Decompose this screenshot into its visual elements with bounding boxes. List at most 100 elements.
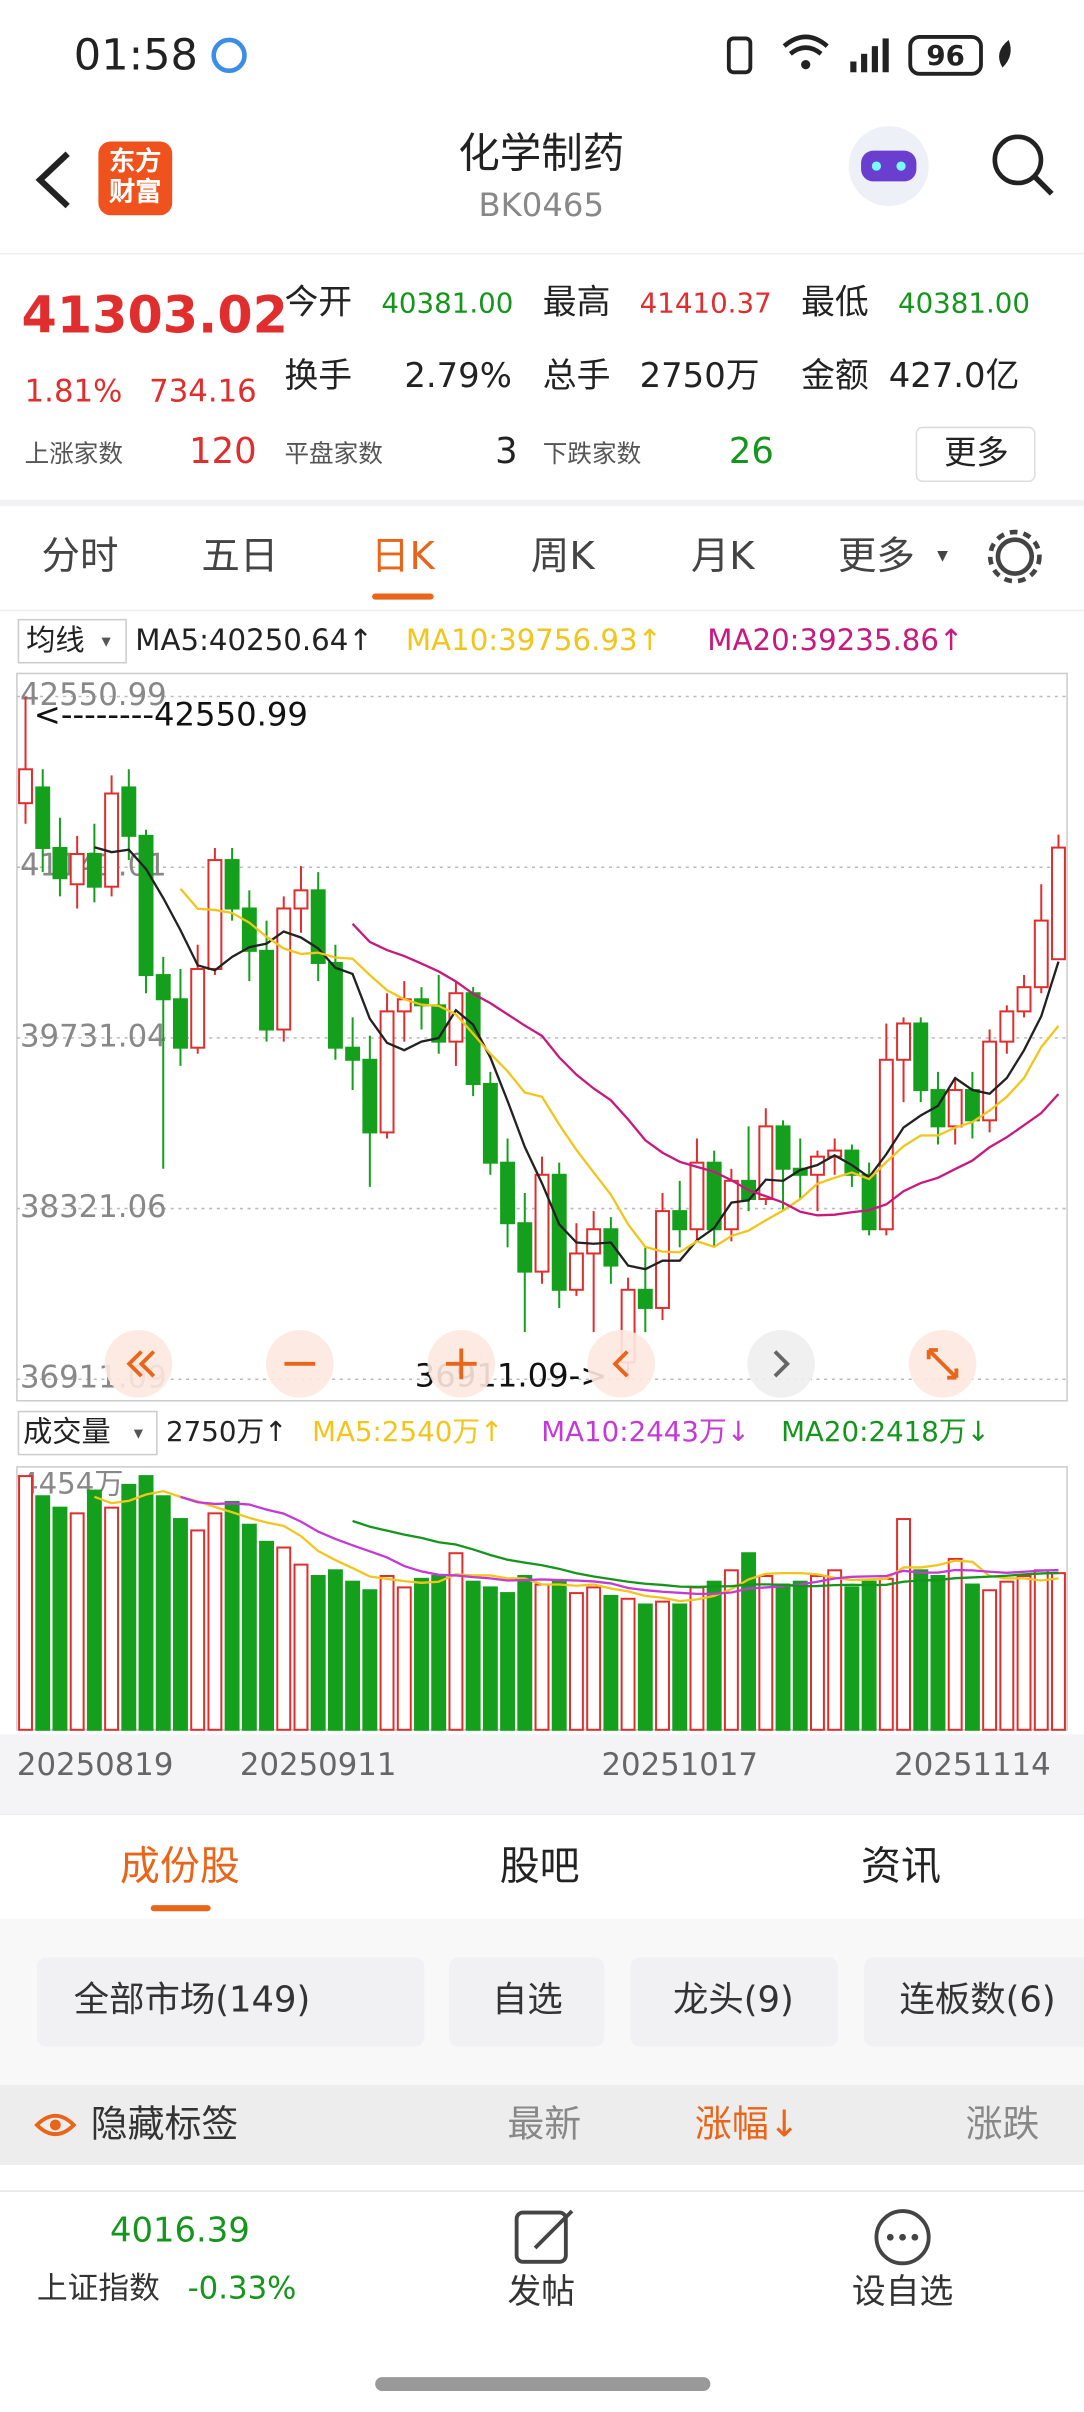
volume-bar [396, 1586, 412, 1731]
filter-chip[interactable] [448, 1957, 605, 2047]
dropdown-caret: ▾ [133, 1421, 144, 1444]
breadth-label: 平盘家数 [284, 438, 383, 469]
vol-legend-item: 2750万↑ [166, 1416, 288, 1449]
volume-bar [345, 1580, 361, 1731]
signal-icon [850, 38, 889, 73]
tab[interactable]: 分时 [41, 533, 119, 579]
home-indicator [375, 2377, 711, 2391]
filter-chip[interactable] [36, 1957, 425, 2047]
candle-body [379, 1010, 395, 1134]
field-label: 总手 [542, 357, 611, 397]
status-time: 01:58 [73, 29, 198, 81]
post-label[interactable]: 发帖 [507, 2273, 576, 2313]
volume-bar [173, 1518, 188, 1731]
candle-body [190, 968, 206, 1049]
volume-bar [551, 1580, 567, 1731]
volume-bar [999, 1580, 1015, 1731]
settings-icon[interactable] [995, 537, 1035, 576]
candle-body [964, 1089, 980, 1122]
candle-body [517, 1222, 533, 1273]
search-icon[interactable] [992, 134, 1044, 186]
candle-body [362, 1058, 378, 1134]
tab[interactable]: 周K [530, 533, 595, 579]
hide-tags[interactable]: 隐藏标签 [90, 2102, 239, 2146]
volume-bar [327, 1569, 343, 1731]
candle-body [35, 786, 51, 849]
candle-body [586, 1228, 602, 1255]
candle-body [982, 1040, 998, 1122]
tool-icon [445, 1348, 477, 1380]
x-tick-label: 20250819 [17, 1747, 174, 1783]
vol-legend-item: MA10:2443万↓ [541, 1416, 750, 1449]
y-tick-label: 38321.06 [20, 1189, 167, 1225]
battery-frame [908, 34, 983, 76]
field-value: 40381.00 [381, 287, 514, 321]
tab-active[interactable]: 日K [371, 533, 435, 579]
wifi-dot [801, 59, 811, 70]
candle-body [672, 1210, 688, 1231]
tool-button[interactable] [104, 1330, 173, 1398]
volume-bar [964, 1583, 980, 1731]
vol-ma-line [180, 1495, 1059, 1596]
index-change: -0.33% [187, 2269, 297, 2307]
volume-bar [637, 1603, 653, 1731]
tab-underline [372, 593, 434, 600]
column-header[interactable]: 涨跌 [965, 2102, 1040, 2146]
vol-legend-item: MA5:2540万↑ [312, 1416, 504, 1449]
ma-legend-item: MA10:39756.93↑ [405, 623, 663, 658]
volume-bar [586, 1586, 602, 1731]
candle-body [276, 907, 292, 1031]
tool-button[interactable] [747, 1330, 815, 1398]
candle-body [86, 853, 102, 888]
filter-chip[interactable] [864, 1957, 1084, 2047]
tool-icon [126, 1350, 156, 1378]
candle-body [568, 1252, 584, 1291]
eye-icon[interactable] [34, 2113, 77, 2137]
ma-line [351, 922, 1060, 1217]
candle-body [534, 1173, 550, 1273]
watch-dots [886, 2233, 919, 2241]
battery-level: 96 [926, 40, 965, 73]
logo [98, 141, 173, 216]
post-icon[interactable] [514, 2210, 568, 2264]
vol-selector-box[interactable] [17, 1410, 158, 1456]
candle-body [345, 1046, 361, 1061]
x-tick-label: 20251017 [601, 1747, 758, 1783]
logo-text: 东方财富 [109, 146, 162, 208]
field-value: 427.0亿 [888, 357, 1020, 397]
volume-bar [844, 1586, 860, 1731]
volume-bar [723, 1569, 739, 1731]
tab[interactable]: 五日 [201, 533, 279, 579]
tool-icon [612, 1350, 629, 1378]
candle-body [1016, 986, 1032, 1013]
volume-bar [482, 1586, 498, 1731]
watch-icon[interactable] [874, 2209, 931, 2266]
volume-bar [431, 1575, 447, 1731]
more-button[interactable] [915, 426, 1036, 483]
volume-bar [810, 1575, 825, 1731]
column-header-active[interactable]: 涨幅↓ [694, 2102, 800, 2146]
watch-label[interactable]: 设自选 [851, 2273, 954, 2313]
list-tab[interactable]: 股吧 [499, 1844, 580, 1891]
volume-bar [913, 1569, 929, 1731]
tool-button[interactable] [587, 1330, 656, 1398]
candle-body [896, 1022, 911, 1061]
ma-selector-box[interactable] [17, 618, 127, 664]
back-icon[interactable] [35, 151, 70, 209]
tab[interactable]: 月K [690, 533, 755, 579]
list-tab-active[interactable]: 成份股 [119, 1844, 240, 1891]
candle-body [18, 768, 33, 805]
filter-chip[interactable] [630, 1957, 838, 2047]
ma-selector[interactable]: 均线 [26, 623, 85, 658]
volume-bar [741, 1552, 757, 1731]
more-label[interactable]: 更多 [944, 434, 1009, 472]
vol-selector[interactable]: 成交量 [23, 1415, 111, 1450]
tab[interactable]: 更多 [837, 533, 915, 579]
candle-body [448, 992, 464, 1043]
volume-bar [878, 1577, 894, 1731]
candle-body [1033, 919, 1049, 989]
list-tab[interactable]: 资讯 [861, 1844, 942, 1891]
breadth-value: 120 [189, 432, 257, 473]
column-header[interactable]: 最新 [507, 2102, 582, 2146]
y-tick-label: 39731.04 [20, 1018, 167, 1054]
